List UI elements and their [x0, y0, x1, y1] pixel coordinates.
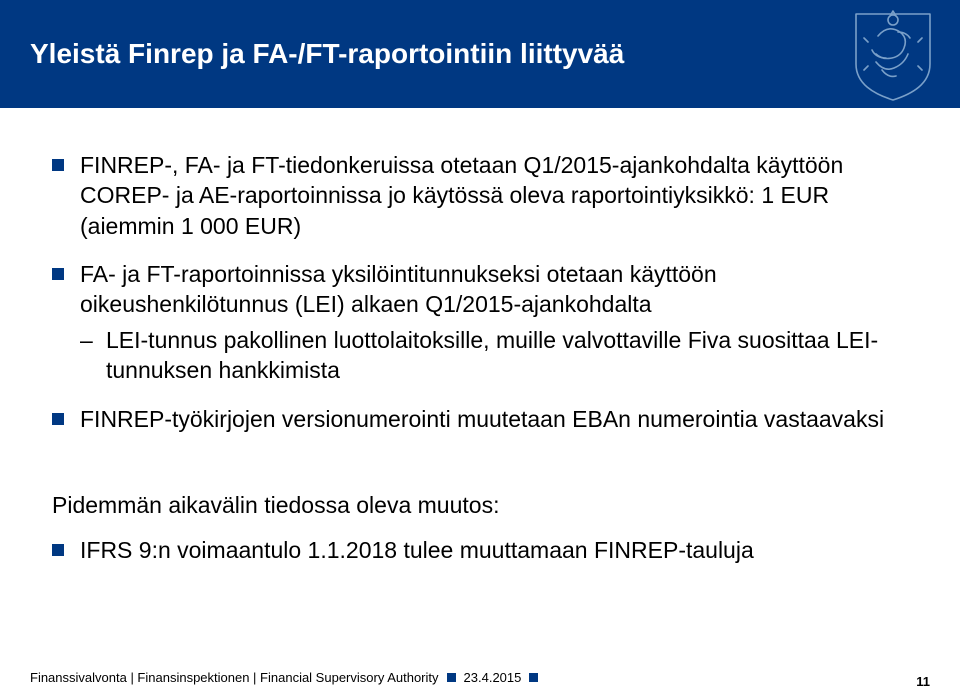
bullet-text: FA- ja FT-raportoinnissa yksilöintitunnu… [80, 261, 717, 317]
bullet-text: FINREP-, FA- ja FT-tiedonkeruissa otetaa… [80, 152, 843, 239]
spacer [52, 452, 908, 492]
sub-item: LEI-tunnus pakollinen luottolaitoksille,… [80, 326, 908, 386]
bullet-text: FINREP-työkirjojen versionumerointi muut… [80, 406, 884, 432]
page-title: Yleistä Finrep ja FA-/FT-raportointiin l… [0, 38, 624, 70]
slide: Yleistä Finrep ja FA-/FT-raportointiin l… [0, 0, 960, 699]
bullet-item: FA- ja FT-raportoinnissa yksilöintitunnu… [52, 259, 908, 386]
sub-list: LEI-tunnus pakollinen luottolaitoksille,… [80, 326, 908, 386]
sub-text: LEI-tunnus pakollinen luottolaitoksille,… [106, 327, 878, 383]
footer: Finanssivalvonta | Finansinspektionen | … [0, 665, 960, 699]
footer-separator-icon [529, 673, 538, 682]
content-area: FINREP-, FA- ja FT-tiedonkeruissa otetaa… [0, 108, 960, 565]
footer-page-number: 11 [916, 674, 930, 689]
section-lead: Pidemmän aikavälin tiedossa oleva muutos… [52, 492, 908, 519]
bullet-list-2: IFRS 9:n voimaantulo 1.1.2018 tulee muut… [52, 535, 908, 565]
coat-of-arms-logo [848, 6, 938, 102]
footer-date: 23.4.2015 [464, 670, 522, 685]
footer-separator-icon [447, 673, 456, 682]
header-band: Yleistä Finrep ja FA-/FT-raportointiin l… [0, 0, 960, 108]
bullet-item: FINREP-, FA- ja FT-tiedonkeruissa otetaa… [52, 150, 908, 241]
bullet-item: FINREP-työkirjojen versionumerointi muut… [52, 404, 908, 434]
bullet-list: FINREP-, FA- ja FT-tiedonkeruissa otetaa… [52, 150, 908, 434]
footer-org: Finanssivalvonta | Finansinspektionen | … [30, 670, 439, 685]
bullet-item: IFRS 9:n voimaantulo 1.1.2018 tulee muut… [52, 535, 908, 565]
bullet-text: IFRS 9:n voimaantulo 1.1.2018 tulee muut… [80, 537, 754, 563]
